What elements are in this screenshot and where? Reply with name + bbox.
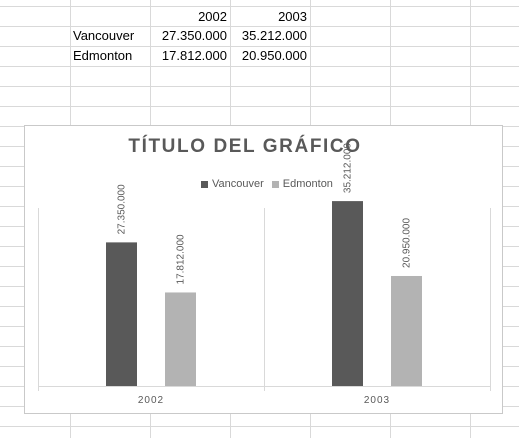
chart-area[interactable]: TÍTULO DEL GRÁFICO Vancouver Edmonton 27… [24,125,503,414]
header-cell-2002[interactable]: 2002 [150,8,230,26]
header-cell-2003[interactable]: 2003 [230,8,310,26]
data-label-edmonton-2003: 20.950.000 [402,218,413,268]
cell-vancouver-2002[interactable]: 27.350.000 [150,27,230,45]
data-label-vancouver-2002: 27.350.000 [117,184,128,234]
cell-edmonton-2003[interactable]: 20.950.000 [230,47,310,65]
x-tick-label-2002: 2002 [138,395,164,406]
bar-vancouver-2002[interactable] [106,242,137,386]
plot-area[interactable]: 27.350.000 17.812.000 2002 35.212.000 20.950… [25,126,502,413]
cell-edmonton-2002[interactable]: 17.812.000 [150,47,230,65]
bar-vancouver-2003[interactable] [332,201,363,386]
row-label-vancouver[interactable]: Vancouver [70,27,150,45]
data-label-edmonton-2002: 17.812.000 [176,234,187,284]
row-label-edmonton[interactable]: Edmonton [70,47,150,65]
data-label-vancouver-2003: 35.212.000 [343,143,354,193]
bar-edmonton-2002[interactable] [165,292,196,386]
cell-vancouver-2003[interactable]: 35.212.000 [230,27,310,45]
bar-edmonton-2003[interactable] [391,276,422,386]
x-tick-label-2003: 2003 [364,395,390,406]
